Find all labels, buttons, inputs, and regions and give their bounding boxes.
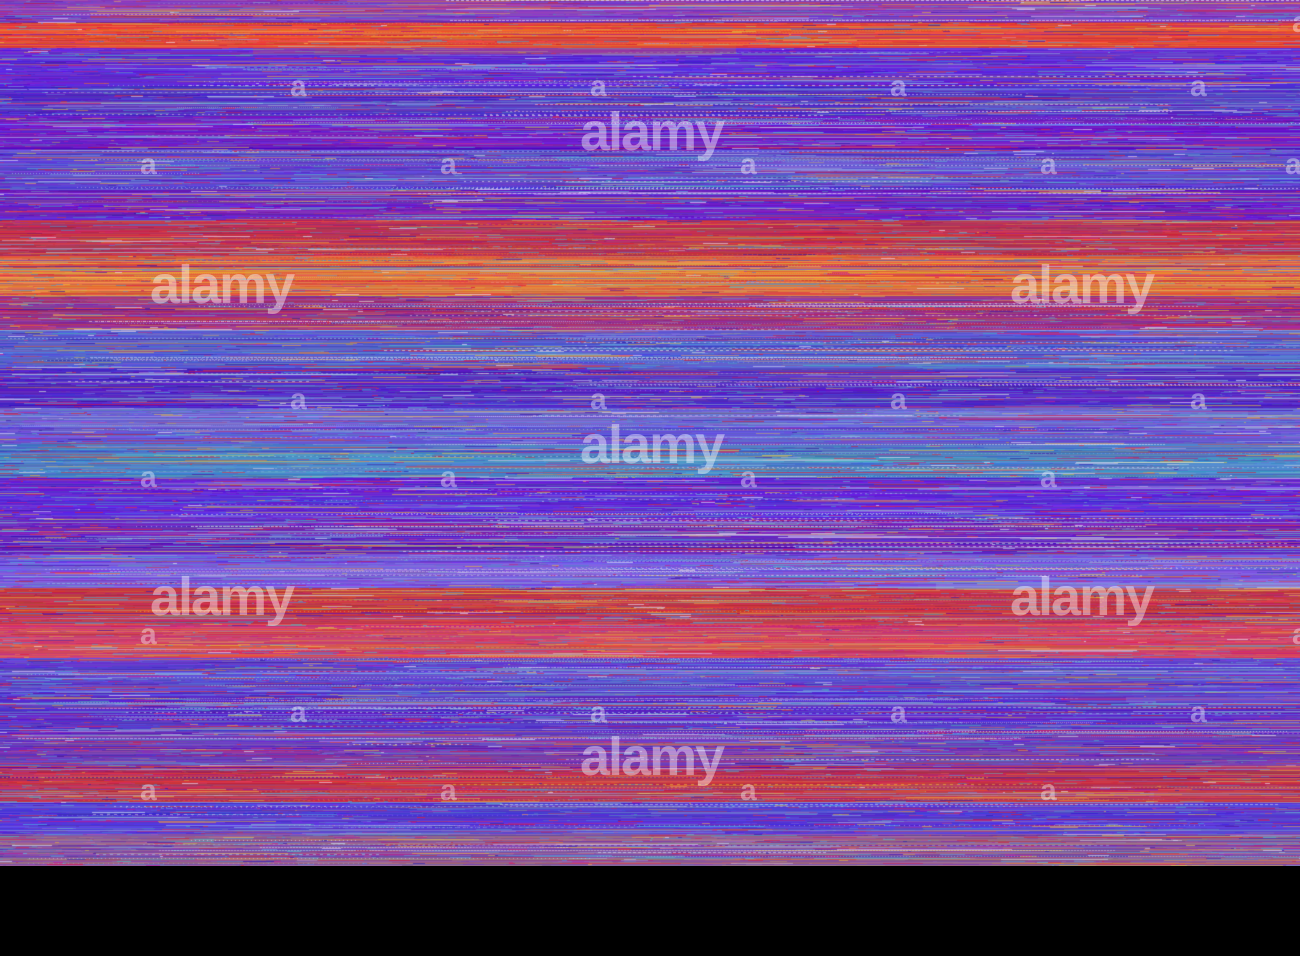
alamy-footer-bar: alamy Image ID: 2SBY5PX www.alamy.com (0, 866, 1300, 956)
artwork-image (0, 0, 1300, 866)
glitch-texture-canvas (0, 0, 1300, 866)
